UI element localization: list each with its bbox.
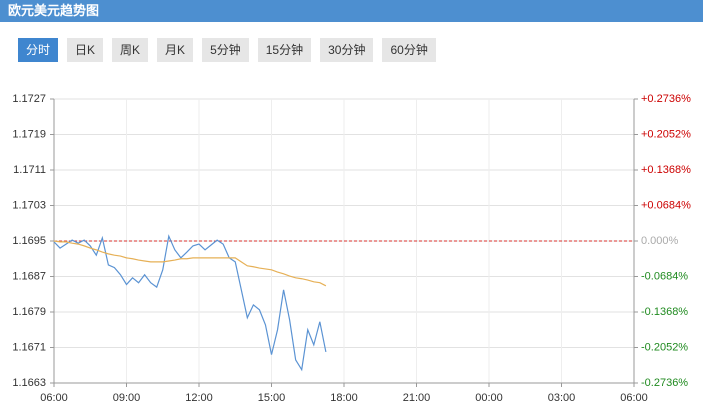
tab-button[interactable]: 60分钟 [382,38,436,62]
y-tick-label: 1.1679 [12,306,46,318]
x-tick-label: 18:00 [330,392,358,404]
series-line [53,240,327,287]
tab-bar: 分时 日K 周K 月K 5分钟 15分钟 30分钟 60分钟 [18,38,436,62]
tab-button[interactable]: 30分钟 [320,38,374,62]
y2-tick-label: -0.2052% [641,341,688,353]
tab-button[interactable]: 月K [157,38,194,62]
x-tick-label: 06:00 [40,392,68,404]
x-tick-label: 09:00 [113,392,141,404]
y-tick-label: 1.1687 [12,270,46,282]
tab-button[interactable]: 周K [112,38,149,62]
x-tick-label: 21:00 [403,392,431,404]
y-tick-label: 1.1703 [12,199,46,211]
header-title: 欧元美元趋势图 [0,0,703,22]
y2-tick-label: -0.2736% [641,377,688,389]
y-tick-label: 1.1663 [12,377,46,389]
x-tick-label: 03:00 [548,392,576,404]
y-tick-label: 1.1727 [12,93,46,105]
y-tick-label: 1.1711 [13,164,46,176]
tab-button[interactable]: 分时 [18,38,59,62]
y-tick-label: 1.1671 [12,341,46,353]
x-tick-label: 15:00 [258,392,286,404]
y2-tick-label: +0.2736% [641,93,691,105]
y2-tick-label: -0.1368% [641,306,688,318]
y2-tick-label: -0.0684% [641,270,688,282]
x-tick-label: 06:00 [620,392,648,404]
y2-tick-label: +0.1368% [641,164,691,176]
x-tick-label: 12:00 [185,392,213,404]
tab-button[interactable]: 15分钟 [257,38,312,62]
y-tick-label: 1.1719 [12,128,46,140]
y2-tick-label: 0.000% [641,235,679,247]
tab-button[interactable]: 5分钟 [202,38,249,62]
y2-tick-label: +0.0684% [641,199,691,211]
y2-tick-label: +0.2052% [641,128,691,140]
series-line [53,234,327,372]
tab-button[interactable]: 日K [67,38,104,62]
y-tick-label: 1.1695 [12,235,46,247]
x-tick-label: 00:00 [475,392,503,404]
